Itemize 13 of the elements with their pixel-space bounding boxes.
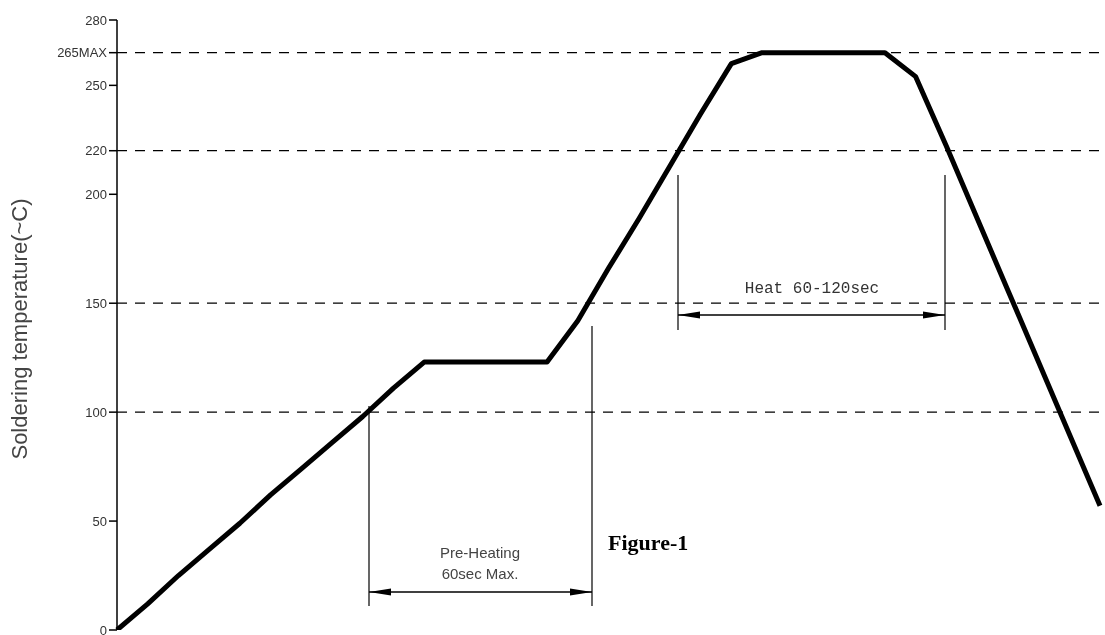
y-tick-label: 220 bbox=[85, 143, 107, 159]
annotation: Heat 60-120sec bbox=[743, 280, 881, 298]
y-tick-label: 250 bbox=[85, 77, 107, 93]
y-tick-label: 100 bbox=[85, 404, 107, 420]
y-tick-label: 200 bbox=[85, 186, 107, 202]
y-tick-label: 265MAX bbox=[57, 45, 108, 61]
y-tick-label: 50 bbox=[92, 513, 107, 529]
y-tick-label: 280 bbox=[85, 12, 107, 28]
y-tick-label: 150 bbox=[85, 295, 107, 311]
y-tick-label: 0 bbox=[99, 622, 107, 635]
y-axis-title: Soldering temperature(~C) bbox=[7, 197, 33, 462]
annotation: Figure-1 bbox=[608, 530, 689, 556]
annotation: Pre-Heating 60sec Max. bbox=[438, 543, 521, 584]
